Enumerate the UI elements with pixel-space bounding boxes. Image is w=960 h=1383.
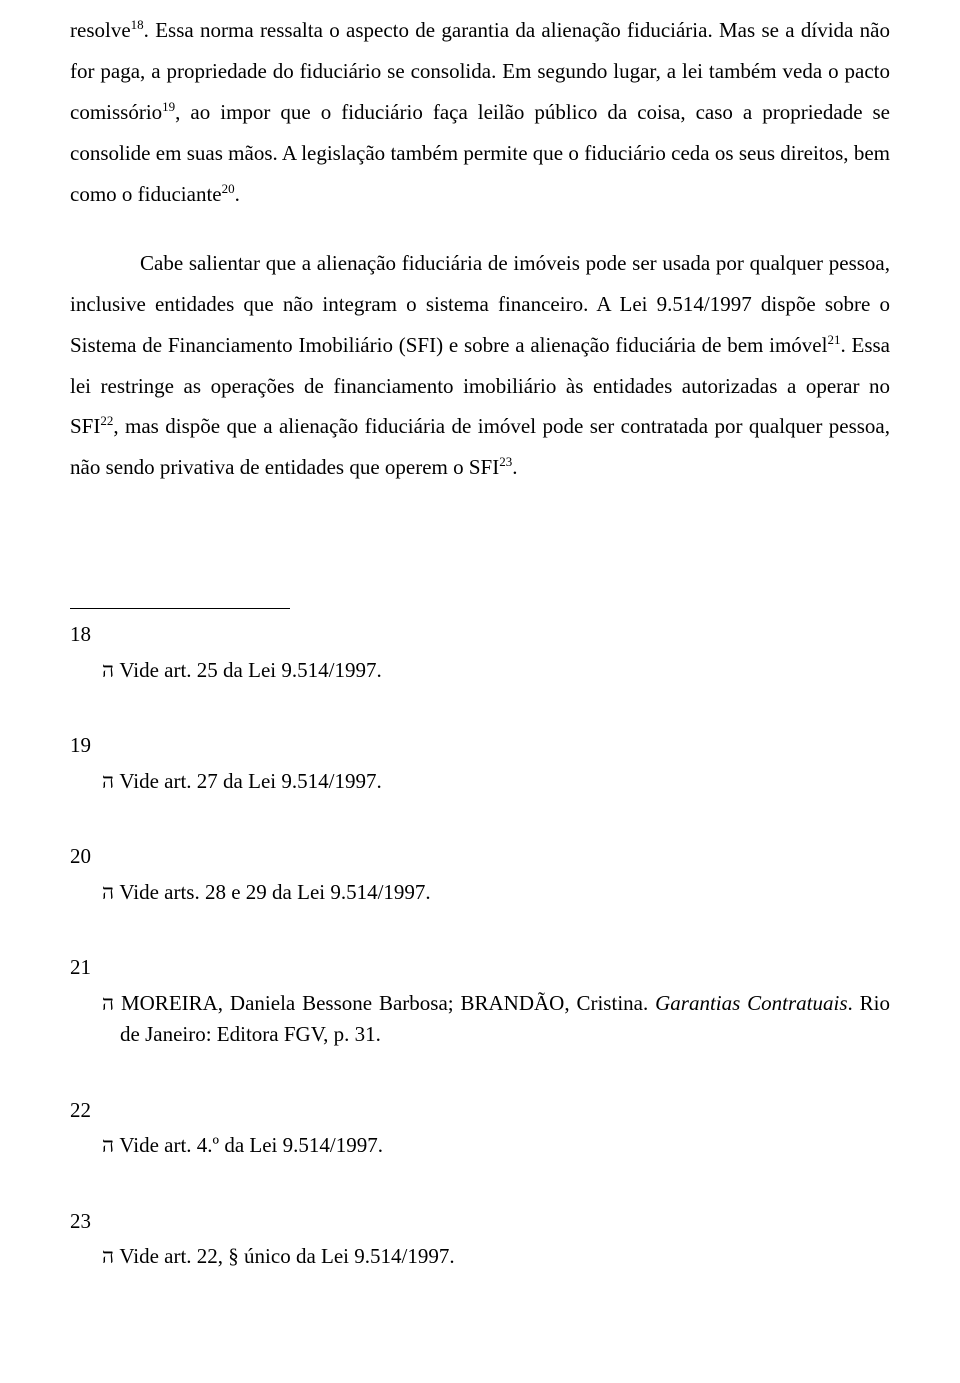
footnote-number: 21	[70, 952, 890, 984]
body-text: , mas dispõe que a alienação fiduciária …	[70, 414, 890, 479]
footnote-20: 20 ה Vide arts. 28 e 29 da Lei 9.514/199…	[70, 841, 890, 908]
footnote-italic: Garantias Contratuais	[655, 991, 847, 1015]
footnote-text: ה MOREIRA, Daniela Bessone Barbosa; BRAN…	[70, 988, 890, 1051]
footnote-text: ה Vide art. 4.º da Lei 9.514/1997.	[70, 1130, 890, 1162]
footnote-marker-icon: ה	[102, 769, 114, 793]
footnote-ref-21: 21	[827, 332, 840, 347]
body-text: resolve	[70, 18, 131, 42]
document-page: resolve18. Essa norma ressalta o aspecto…	[0, 0, 960, 1383]
footnote-marker-icon: ה	[102, 880, 114, 904]
footnote-text: ה Vide art. 27 da Lei 9.514/1997.	[70, 766, 890, 798]
footnote-text: ה Vide arts. 28 e 29 da Lei 9.514/1997.	[70, 877, 890, 909]
footnote-21: 21 ה MOREIRA, Daniela Bessone Barbosa; B…	[70, 952, 890, 1051]
footnote-marker-icon: ה	[102, 1133, 114, 1157]
footnote-body: MOREIRA, Daniela Bessone Barbosa; BRANDÃ…	[114, 991, 655, 1015]
footnote-marker-icon: ה	[102, 658, 114, 682]
paragraph-1: resolve18. Essa norma ressalta o aspecto…	[70, 10, 890, 215]
footnote-marker-icon: ה	[102, 1244, 114, 1268]
footnote-body: Vide art. 4.º da Lei 9.514/1997.	[114, 1133, 383, 1157]
footnote-marker-icon: ה	[102, 991, 114, 1015]
footnote-ref-22: 22	[100, 413, 113, 428]
body-text: Cabe salientar que a alienação fiduciári…	[70, 251, 890, 357]
footnote-body: Vide art. 22, § único da Lei 9.514/1997.	[114, 1244, 455, 1268]
footnote-text: ה Vide art. 25 da Lei 9.514/1997.	[70, 655, 890, 687]
paragraph-2: Cabe salientar que a alienação fiduciári…	[70, 243, 890, 489]
footnote-23: 23 ה Vide art. 22, § único da Lei 9.514/…	[70, 1206, 890, 1273]
footnote-number: 19	[70, 730, 890, 762]
footnote-number: 23	[70, 1206, 890, 1238]
footnote-number: 20	[70, 841, 890, 873]
footnote-ref-23: 23	[499, 454, 512, 469]
footnote-divider	[70, 608, 290, 609]
footnote-ref-18: 18	[131, 17, 144, 32]
footnote-body: Vide arts. 28 e 29 da Lei 9.514/1997.	[114, 880, 431, 904]
footnote-number: 18	[70, 619, 890, 651]
body-text: , ao impor que o fiduciário faça leilão …	[70, 100, 890, 206]
footnote-19: 19 ה Vide art. 27 da Lei 9.514/1997.	[70, 730, 890, 797]
footnote-18: 18 ה Vide art. 25 da Lei 9.514/1997.	[70, 619, 890, 686]
footnote-number: 22	[70, 1095, 890, 1127]
footnote-ref-19: 19	[162, 99, 175, 114]
body-text: .	[512, 455, 517, 479]
footnote-body: Vide art. 27 da Lei 9.514/1997.	[114, 769, 382, 793]
footnote-22: 22 ה Vide art. 4.º da Lei 9.514/1997.	[70, 1095, 890, 1162]
body-text: .	[235, 182, 240, 206]
footnote-text: ה Vide art. 22, § único da Lei 9.514/199…	[70, 1241, 890, 1273]
footnote-body: Vide art. 25 da Lei 9.514/1997.	[114, 658, 382, 682]
footnote-ref-20: 20	[222, 181, 235, 196]
